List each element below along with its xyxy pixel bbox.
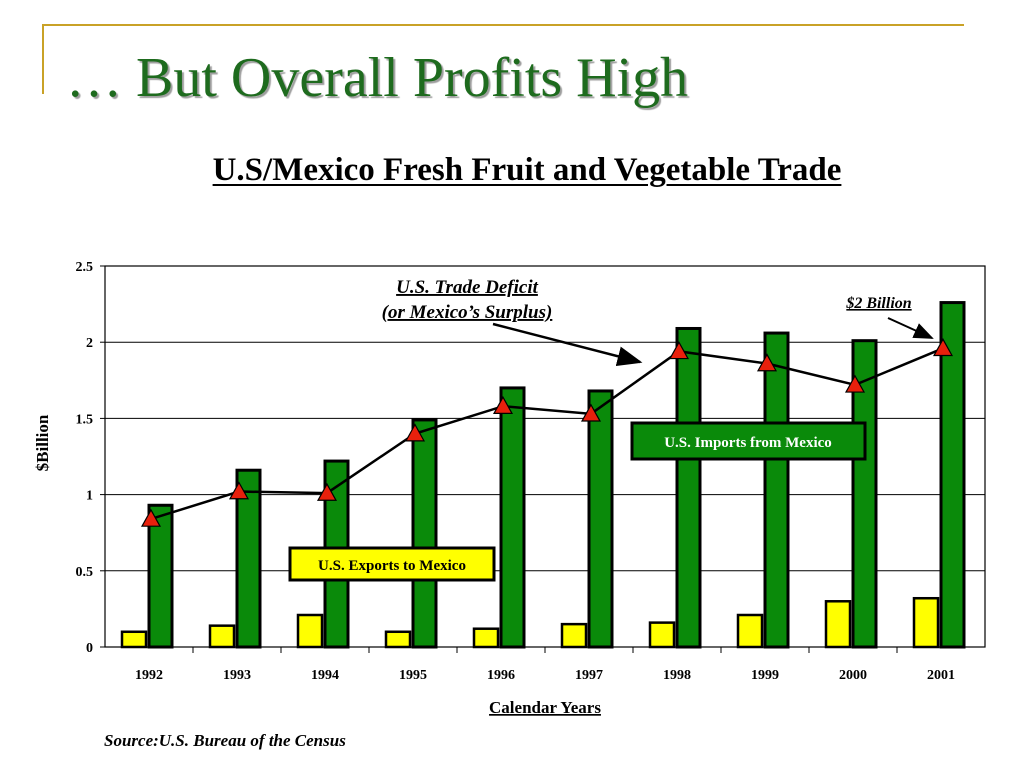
exports-bar-1994	[296, 613, 324, 649]
x-tick-label-1997: 1997	[575, 668, 603, 683]
y-tick-label: 1.5	[76, 412, 94, 427]
exports-label: U.S. Exports to Mexico	[318, 558, 466, 574]
deficit-annotation-arrow	[492, 322, 643, 367]
deficit-point-1999	[756, 353, 778, 372]
x-tick-label-1998: 1998	[663, 668, 691, 683]
deficit-point-1996	[492, 395, 514, 415]
chart-title: U.S/Mexico Fresh Fruit and Vegetable Tra…	[212, 152, 842, 188]
final-value-arrow	[887, 317, 934, 339]
exports-bar-1993	[208, 624, 236, 649]
x-tick-label-2001: 2001	[927, 668, 955, 683]
imports-bar-1999	[763, 331, 790, 649]
deficit-point-2000	[844, 374, 866, 393]
deficit-point-2001	[932, 338, 954, 357]
source-note: Source:U.S. Bureau of the Census	[104, 731, 346, 750]
deficit-point-1998	[668, 341, 690, 360]
exports-bar-1998	[648, 621, 676, 649]
imports-bar-1996	[499, 386, 526, 649]
exports-bar-2000	[824, 600, 852, 649]
deficit-point-1997	[580, 403, 602, 422]
deficit-point-1992	[140, 508, 162, 527]
x-tick-label-1992: 1992	[135, 668, 163, 683]
x-tick-label-1993: 1993	[223, 668, 251, 683]
imports-bar-1997	[587, 389, 614, 649]
exports-bar-1997	[560, 622, 588, 649]
x-tick-label-1994: 1994	[311, 668, 339, 683]
deficit-annotation-line2: (or Mexico’s Surplus)	[382, 302, 553, 323]
imports-bar-1998	[675, 326, 702, 649]
x-tick-label-2000: 2000	[839, 668, 867, 683]
exports-bar-1996	[472, 627, 500, 649]
exports-bar-1992	[120, 630, 148, 649]
title-accent-rule-left	[42, 24, 44, 94]
title-accent-rule-top	[42, 24, 964, 26]
exports-bar-1995	[384, 630, 412, 649]
x-tick-label-1996: 1996	[487, 668, 515, 683]
y-tick-label: 0.5	[76, 565, 94, 580]
y-tick-label: 2	[86, 336, 93, 351]
y-axis-label: $Billion	[33, 414, 52, 471]
exports-bar-1999	[736, 613, 764, 649]
deficit-point-1994	[316, 482, 338, 501]
deficit-point-1995	[404, 423, 426, 442]
deficit-line	[150, 347, 944, 521]
exports-bar-2001	[912, 596, 940, 649]
final-value-annotation: $2 Billion	[845, 295, 911, 312]
x-tick-label-1999: 1999	[751, 668, 779, 683]
x-axis-label: Calendar Years	[489, 698, 601, 717]
y-tick-label: 2.5	[76, 260, 94, 275]
imports-bar-1995	[411, 418, 438, 649]
imports-label-box	[630, 421, 867, 461]
exports-label-box	[288, 546, 496, 582]
x-tick-label-1995: 1995	[399, 668, 427, 683]
y-tick-label: 0	[86, 641, 93, 656]
y-tick-label: 1	[86, 489, 93, 504]
deficit-point-1993	[228, 481, 250, 500]
deficit-annotation-line1: U.S. Trade Deficit	[396, 277, 538, 298]
slide-title: … But Overall Profits High	[66, 47, 689, 109]
imports-label: U.S. Imports from Mexico	[664, 435, 832, 451]
